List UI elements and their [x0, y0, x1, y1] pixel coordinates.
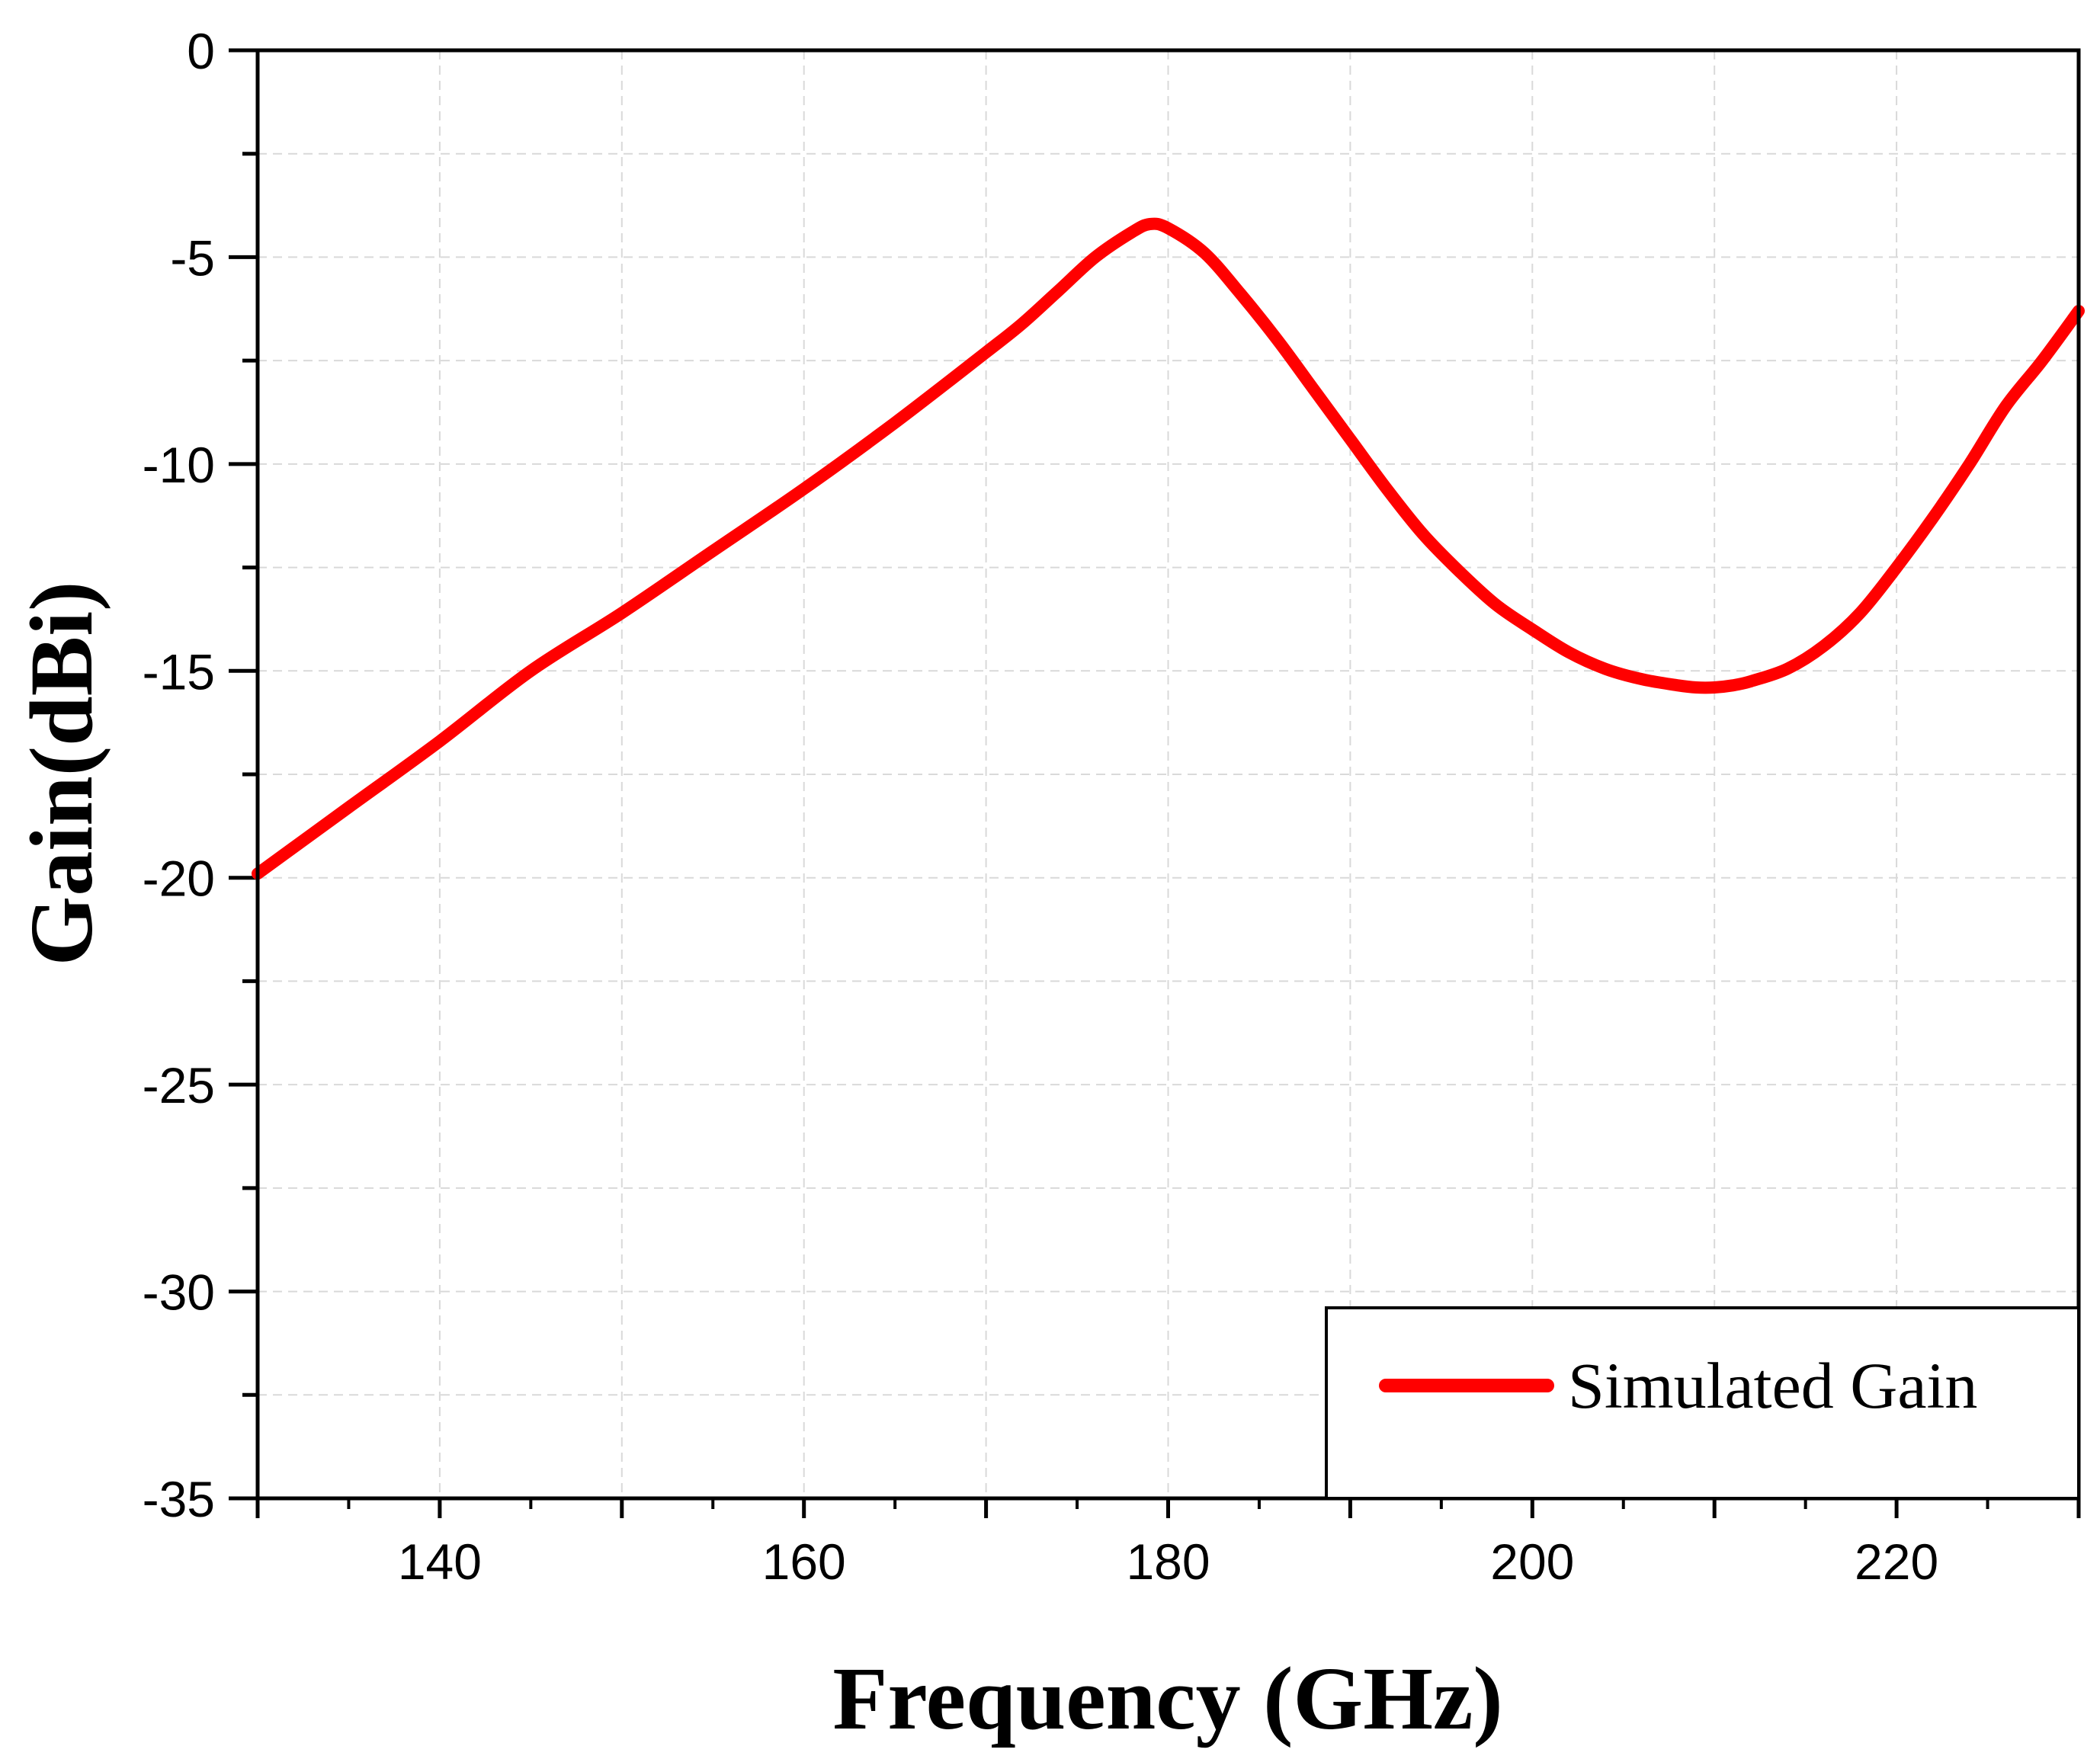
x-tick-label: 200 — [1490, 1533, 1574, 1590]
y-tick-label: -10 — [143, 437, 215, 493]
y-tick-label: -25 — [143, 1057, 215, 1113]
legend: Simulated Gain — [1325, 1306, 2080, 1500]
x-tick-label: 180 — [1126, 1533, 1210, 1590]
grid — [258, 50, 2079, 1498]
plot-frame — [255, 48, 2081, 1501]
x-tick-label: 160 — [762, 1533, 846, 1590]
series-layer — [252, 217, 2085, 880]
y-tick-label: -35 — [143, 1471, 215, 1527]
y-tick-label: 0 — [187, 23, 215, 79]
x-axis-title: Frequency (GHz) — [832, 1648, 1502, 1748]
axis-ticks — [229, 48, 2081, 1518]
series-line-simulated-gain — [252, 217, 2085, 880]
y-tick-label: -30 — [143, 1264, 215, 1321]
legend-label: Simulated Gain — [1568, 1349, 1977, 1422]
x-tick-label: 220 — [1855, 1533, 1938, 1590]
y-tick-label: -20 — [143, 851, 215, 907]
x-tick-label: 140 — [398, 1533, 482, 1590]
y-tick-label: -5 — [170, 229, 215, 286]
tick-labels: 140 160 180 200 220 0 -5 -10 -15 -20 -25 -30 -35 — [143, 23, 1939, 1590]
legend-box — [1325, 1306, 2080, 1500]
y-tick-label: -15 — [143, 643, 215, 700]
y-axis-title: Gain(dBi) — [11, 582, 111, 966]
